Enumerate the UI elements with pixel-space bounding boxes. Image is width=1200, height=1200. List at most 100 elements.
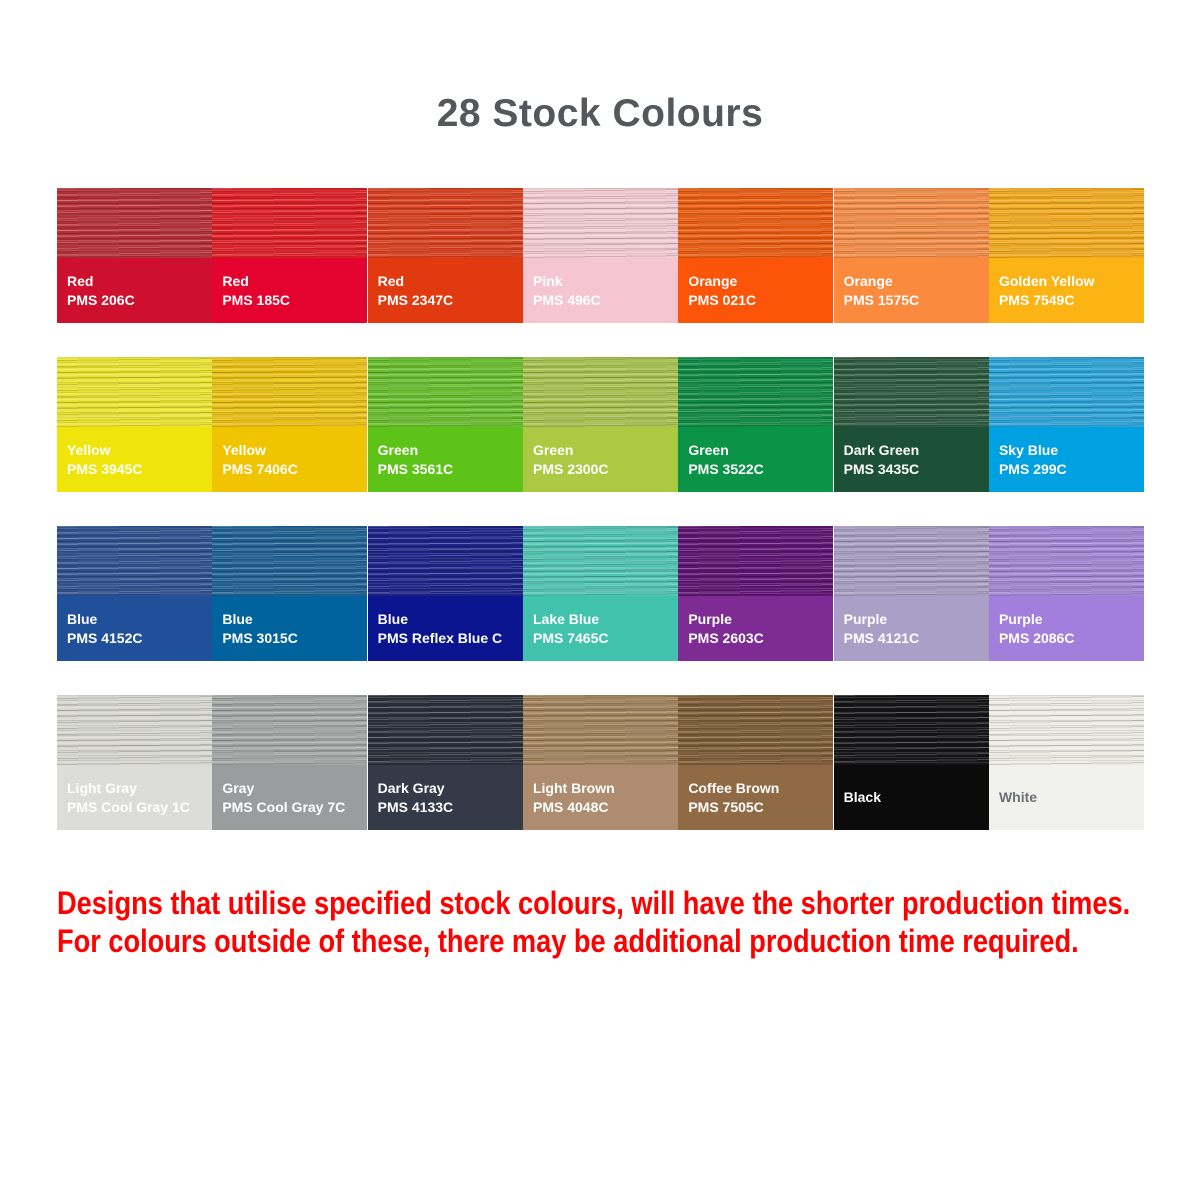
colour-name: Blue xyxy=(377,610,408,627)
pms-code: PMS 4133C xyxy=(377,798,454,815)
fabric-texture xyxy=(522,357,678,427)
fabric-texture xyxy=(678,188,834,258)
colour-swatch: Black xyxy=(833,695,989,830)
fabric-texture xyxy=(57,357,212,427)
fabric-texture xyxy=(57,695,212,765)
colour-swatch: Yellow PMS 3945C xyxy=(57,357,212,492)
colour-name: Blue xyxy=(67,610,98,627)
swatch-label: Red PMS 206C xyxy=(57,258,212,323)
swatch-label: Green PMS 3561C xyxy=(367,427,523,492)
colour-name: Dark Gray xyxy=(377,779,445,796)
swatch-label: Light Gray PMS Cool Gray 1C xyxy=(57,765,212,830)
swatch-label: Purple PMS 2086C xyxy=(988,596,1144,661)
fabric-texture xyxy=(833,526,989,596)
swatch-label: Blue PMS 3015C xyxy=(212,596,368,661)
colour-name: Black xyxy=(843,789,881,805)
swatch-label: Dark Green PMS 3435C xyxy=(833,427,989,492)
fabric-texture xyxy=(522,188,678,258)
pms-code: PMS 3945C xyxy=(67,460,143,477)
pms-code: PMS 3522C xyxy=(688,460,764,477)
colour-swatch: Light Gray PMS Cool Gray 1C xyxy=(57,695,212,830)
swatch-label: Coffee Brown PMS 7505C xyxy=(678,765,834,830)
swatch-label: Lake Blue PMS 7465C xyxy=(522,596,678,661)
colour-name: Green xyxy=(688,441,729,458)
colour-name: Lake Blue xyxy=(532,610,600,627)
production-time-note-line1: Designs that utilise specified stock col… xyxy=(57,885,1131,921)
colour-swatch: Purple PMS 2603C xyxy=(678,526,834,661)
fabric-texture xyxy=(988,357,1144,427)
colour-name: Green xyxy=(377,441,419,458)
colour-swatch: Yellow PMS 7406C xyxy=(212,357,368,492)
colour-swatch: Golden Yellow PMS 7549C xyxy=(988,188,1144,323)
colour-swatch: Light Brown PMS 4048C xyxy=(522,695,678,830)
pms-code: PMS 4121C xyxy=(843,629,920,646)
pms-code: PMS 3015C xyxy=(222,629,298,646)
swatch-label: Sky Blue PMS 299C xyxy=(988,427,1144,492)
swatch-label: Light Brown PMS 4048C xyxy=(522,765,678,830)
colour-name: Blue xyxy=(222,610,253,627)
colour-swatch: Red PMS 185C xyxy=(212,188,368,323)
swatch-label: Purple PMS 2603C xyxy=(678,596,834,661)
fabric-texture xyxy=(988,526,1144,596)
colour-swatch: Purple PMS 4121C xyxy=(833,526,989,661)
fabric-texture xyxy=(212,695,368,765)
fabric-texture xyxy=(367,526,523,596)
colour-name: Purple xyxy=(688,610,732,627)
swatch-label: Orange PMS 021C xyxy=(678,258,834,323)
pms-code: PMS 2086C xyxy=(998,629,1075,646)
fabric-texture xyxy=(678,695,834,765)
pms-code: PMS 2300C xyxy=(532,460,609,477)
swatch-label: Yellow PMS 3945C xyxy=(57,427,212,492)
colour-swatch: Gray PMS Cool Gray 7C xyxy=(212,695,368,830)
colour-swatch: Blue PMS 4152C xyxy=(57,526,212,661)
colour-name: Purple xyxy=(998,610,1043,627)
fabric-texture xyxy=(833,357,989,427)
colour-swatch: Lake Blue PMS 7465C xyxy=(522,526,678,661)
pms-code: PMS 1575C xyxy=(843,291,920,308)
colour-swatch: Coffee Brown PMS 7505C xyxy=(678,695,834,830)
fabric-texture xyxy=(367,695,523,765)
pms-code: PMS Cool Gray 1C xyxy=(67,798,190,815)
colour-name: White xyxy=(998,789,1038,805)
swatch-label: Orange PMS 1575C xyxy=(833,258,989,323)
pms-code: PMS 206C xyxy=(67,291,135,308)
colour-name: Light Gray xyxy=(67,779,138,796)
colour-swatch: Dark Gray PMS 4133C xyxy=(367,695,523,830)
colour-name: Purple xyxy=(843,610,888,627)
fabric-texture xyxy=(678,357,834,427)
pms-code: PMS 7465C xyxy=(532,629,609,646)
colour-name: Red xyxy=(377,272,405,289)
colour-swatch: Orange PMS 021C xyxy=(678,188,834,323)
swatch-label: Blue PMS 4152C xyxy=(57,596,212,661)
pms-code: PMS 2603C xyxy=(688,629,764,646)
swatch-label: Blue PMS Reflex Blue C xyxy=(367,596,523,661)
fabric-texture xyxy=(522,526,678,596)
pms-code: PMS 3561C xyxy=(377,460,454,477)
colour-swatch: Red PMS 2347C xyxy=(367,188,523,323)
fabric-texture xyxy=(522,695,678,765)
colour-swatch: Orange PMS 1575C xyxy=(833,188,989,323)
swatch-label: Dark Gray PMS 4133C xyxy=(367,765,523,830)
colour-name: Gray xyxy=(222,779,255,796)
colour-name: Coffee Brown xyxy=(688,779,780,796)
colour-name: Red xyxy=(222,272,249,289)
colour-name: Orange xyxy=(843,272,893,289)
colour-name: Dark Green xyxy=(843,441,920,458)
swatch-label: Green PMS 3522C xyxy=(678,427,834,492)
pms-code: PMS 185C xyxy=(222,291,291,308)
fabric-texture xyxy=(988,695,1144,765)
production-time-note: Designs that utilise specified stock col… xyxy=(57,884,1131,960)
colour-swatch: Green PMS 2300C xyxy=(522,357,678,492)
swatch-label: Gray PMS Cool Gray 7C xyxy=(212,765,368,830)
pms-code: PMS 299C xyxy=(998,460,1067,477)
swatch-label: Yellow PMS 7406C xyxy=(212,427,368,492)
pms-code: PMS 4152C xyxy=(67,629,143,646)
colour-name: Golden Yellow xyxy=(998,272,1095,289)
fabric-texture xyxy=(833,695,989,765)
colour-swatch: Pink PMS 496C xyxy=(522,188,678,323)
fabric-texture xyxy=(678,526,834,596)
fabric-texture xyxy=(57,526,212,596)
colour-swatch: Green PMS 3561C xyxy=(367,357,523,492)
colour-name: Orange xyxy=(688,272,738,289)
colour-swatch: Green PMS 3522C xyxy=(678,357,834,492)
